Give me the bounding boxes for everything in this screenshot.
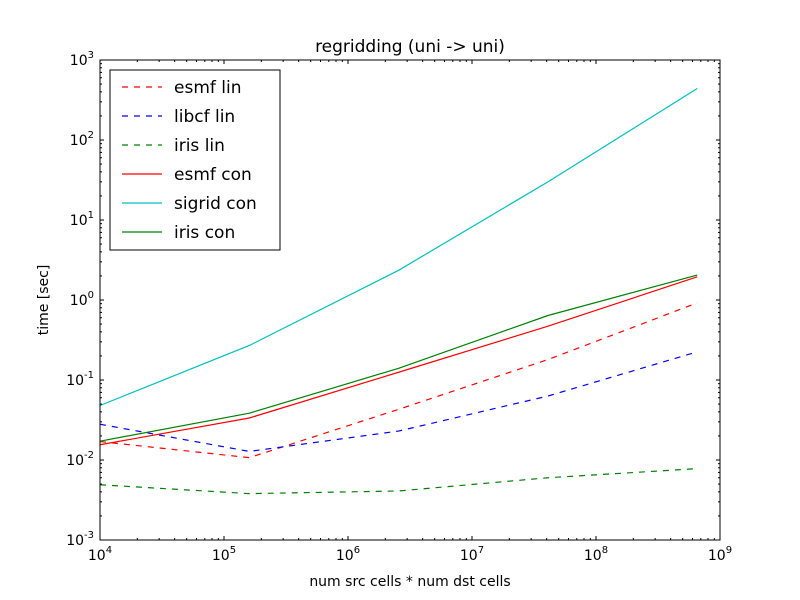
y-tick-label: 103: [70, 50, 94, 69]
series-line-esmf-lin: [99, 302, 698, 459]
y-tick-label: 102: [70, 130, 94, 149]
legend-label: iris con: [174, 223, 235, 243]
series-line-libcf-lin: [99, 351, 698, 453]
x-tick-label: 105: [212, 545, 236, 564]
x-axis: 104 105 106 107 108 109: [88, 60, 732, 564]
series-line-iris-lin: [99, 468, 698, 495]
series-line-sigrid-con: [99, 88, 698, 407]
plot-lines: [99, 88, 698, 495]
y-axis: 10-3 10-2 10-1 100 101 102 103: [66, 50, 720, 549]
x-tick-label: 106: [336, 545, 360, 564]
y-tick-label: 100: [70, 290, 94, 309]
legend-box: [109, 69, 281, 251]
y-tick-label: 10-2: [66, 450, 94, 469]
legend: esmf lin libcf lin iris lin esmf con sigrid …: [109, 69, 281, 251]
series-line-iris-con: [99, 274, 698, 442]
y-tick-label: 10-1: [66, 370, 94, 389]
legend-label: libcf lin: [174, 107, 235, 127]
legend-label: esmf lin: [174, 78, 242, 98]
x-axis-label: num src cells * num dst cells: [309, 574, 510, 590]
y-axis-label: time [sec]: [36, 265, 52, 336]
series-line-esmf-con: [99, 276, 698, 446]
y-tick-label: 10-3: [66, 530, 94, 549]
legend-label: sigrid con: [174, 194, 257, 214]
y-tick-label: 101: [70, 210, 94, 229]
chart-title: regridding (uni -> uni): [315, 37, 505, 57]
legend-label: esmf con: [174, 165, 252, 185]
x-tick-label: 108: [584, 545, 608, 564]
legend-label: iris lin: [174, 136, 225, 156]
x-tick-label: 109: [708, 545, 732, 564]
x-tick-label: 104: [88, 545, 112, 564]
x-tick-label: 107: [460, 545, 484, 564]
